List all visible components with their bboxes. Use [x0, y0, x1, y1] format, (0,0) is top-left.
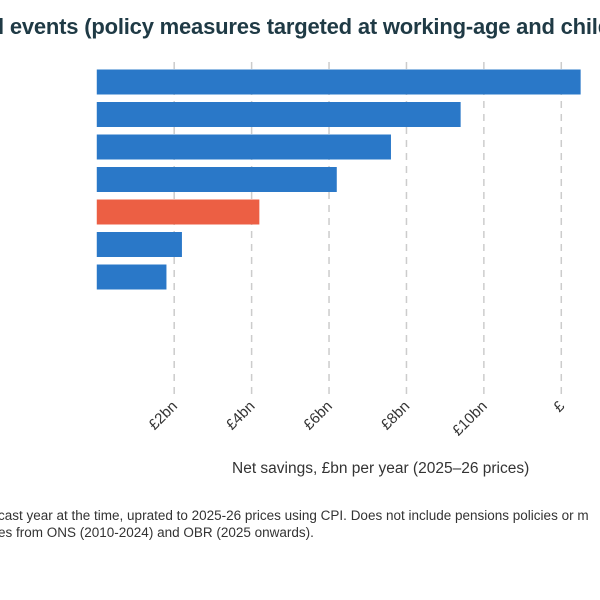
footnote-line-1: cast year at the time, uprated to 2025-2… [0, 508, 589, 523]
bar [96, 167, 337, 192]
x-tick-label: £6bn [300, 398, 336, 434]
footnote-line-2: es from ONS (2010-2024) and OBR (2025 on… [0, 525, 314, 540]
bar [96, 264, 167, 290]
x-tick-label: £10bn [449, 398, 491, 440]
x-tick-label: £2bn [145, 398, 181, 434]
bars [96, 69, 581, 290]
bar [96, 232, 182, 257]
x-axis-label: Net savings, £bn per year (2025–26 price… [232, 460, 530, 477]
bar [96, 134, 391, 160]
bar [96, 102, 461, 127]
x-tick-label: £ [550, 397, 568, 415]
x-tick-label: £8bn [378, 398, 414, 434]
bar [96, 69, 581, 95]
bar [96, 199, 260, 225]
x-tick-labels: £2bn £4bn £6bn £8bn £10bn £ [145, 397, 568, 439]
chart-title: l events (policy measures targeted at wo… [0, 14, 600, 39]
x-tick-label: £4bn [223, 398, 259, 434]
